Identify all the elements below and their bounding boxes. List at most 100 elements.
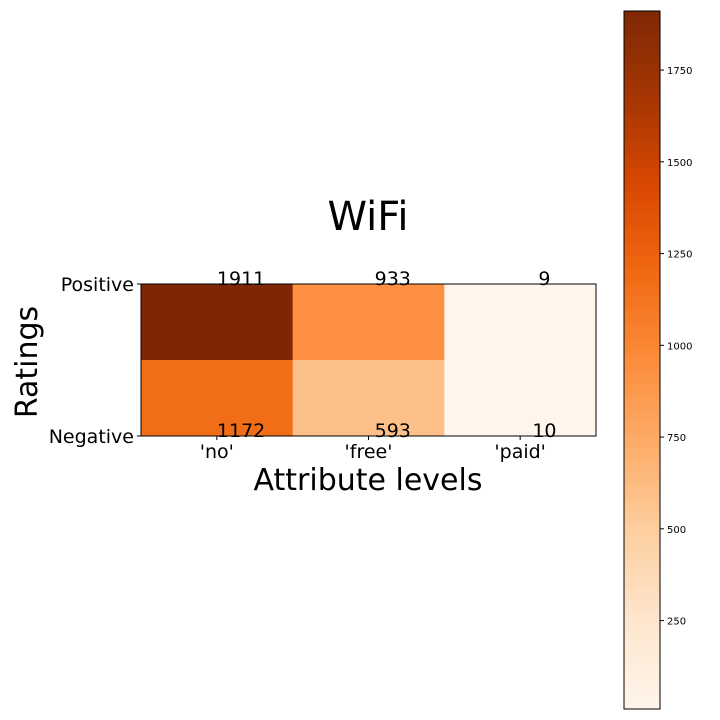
colorbar-segment <box>624 237 660 245</box>
colorbar-segment <box>624 517 660 524</box>
colorbar-segment <box>624 173 660 181</box>
colorbar-segment <box>624 313 660 320</box>
colorbar-segment <box>624 476 660 483</box>
y-tick-label: Positive <box>61 274 134 296</box>
heatmap-cell <box>141 360 294 437</box>
colorbar-segment <box>624 86 660 94</box>
colorbar-segment <box>624 435 660 443</box>
colorbar-segment <box>624 470 660 477</box>
colorbar-segment <box>624 179 660 187</box>
x-axis-ticks: 'no' 'free' 'paid' <box>200 436 546 463</box>
colorbar-segment <box>624 266 660 274</box>
colorbar-segment <box>624 45 660 53</box>
chart-title: WiFi <box>328 194 409 240</box>
colorbar-tick-label: 1000 <box>667 341 692 352</box>
colorbar-segment <box>624 185 660 192</box>
colorbar-segment <box>624 220 660 227</box>
colorbar-segment <box>624 133 660 140</box>
colorbar-segment <box>624 662 660 669</box>
colorbar-segment <box>624 371 660 379</box>
x-tick-label: 'paid' <box>494 441 546 463</box>
cell-value-label: 1911 <box>217 268 265 290</box>
heatmap-cell <box>292 284 445 361</box>
colorbar-segment <box>624 162 660 169</box>
colorbar-segment <box>624 423 660 431</box>
colorbar-segment <box>624 645 660 652</box>
colorbar-segment <box>624 703 660 710</box>
colorbar-segment <box>624 592 660 600</box>
colorbar-frame <box>623 10 661 710</box>
colorbar-segment <box>624 336 660 344</box>
colorbar-tick-label: 500 <box>667 525 686 536</box>
colorbar-segment <box>624 80 660 88</box>
heatmap-cell <box>141 284 294 361</box>
colorbar-segment <box>624 138 660 146</box>
colorbar-segment <box>624 493 660 501</box>
colorbar-segment <box>624 115 660 123</box>
colorbar-segment <box>624 528 660 536</box>
colorbar-segment <box>624 610 660 617</box>
colorbar-tick-label: 1750 <box>667 66 692 77</box>
colorbar-segment <box>624 202 660 210</box>
colorbar-segment <box>624 150 660 158</box>
colorbar-segment <box>624 34 660 41</box>
colorbar-segment <box>624 487 660 495</box>
y-axis-ticks: Positive Negative <box>49 274 141 448</box>
colorbar-segment <box>624 586 660 594</box>
cell-value-label: 9 <box>538 268 550 290</box>
colorbar-segment <box>624 226 660 233</box>
colorbar-segment <box>624 627 660 634</box>
colorbar-segment <box>624 598 660 605</box>
colorbar-segment <box>624 191 660 198</box>
y-tick-label: Negative <box>49 426 134 448</box>
colorbar-segment <box>624 621 660 629</box>
colorbar-segment <box>624 691 660 698</box>
colorbar-segment <box>624 540 660 547</box>
colorbar-segment <box>624 418 660 425</box>
colorbar-segment <box>624 156 660 163</box>
colorbar-tick-label: 750 <box>667 433 686 444</box>
colorbar-segment <box>624 581 660 588</box>
colorbar-segment <box>624 569 660 576</box>
colorbar-segment <box>624 121 660 128</box>
colorbar-segment <box>624 290 660 297</box>
colorbar-segment <box>624 546 660 553</box>
colorbar-segment <box>624 92 660 99</box>
colorbar-segment <box>624 499 660 507</box>
cell-value-label: 1172 <box>217 420 265 442</box>
colorbar-segment <box>624 261 660 268</box>
colorbar-segment <box>624 639 660 646</box>
colorbar-segment <box>624 441 660 448</box>
colorbar-segment <box>624 243 660 251</box>
colorbar-segment <box>624 98 660 105</box>
colorbar-segment <box>624 249 660 256</box>
heatmap-cells <box>141 284 597 437</box>
colorbar-segment <box>624 650 660 658</box>
colorbar-segment <box>624 360 660 367</box>
colorbar-segment <box>624 104 660 111</box>
colorbar-segment <box>624 127 660 134</box>
colorbar-segment <box>624 284 660 291</box>
colorbar-segment <box>624 296 660 303</box>
colorbar-segment <box>624 74 660 82</box>
colorbar-segment <box>624 604 660 611</box>
colorbar-segment <box>624 278 660 285</box>
colorbar-segment <box>624 400 660 408</box>
cell-value-label: 933 <box>375 268 411 290</box>
colorbar-segment <box>624 255 660 262</box>
colorbar: 250 500 750 1000 1250 1500 1750 <box>623 10 692 710</box>
heatmap-cell <box>444 360 597 437</box>
colorbar-segment <box>624 697 660 704</box>
colorbar-tick-label: 250 <box>667 617 686 628</box>
colorbar-segment <box>624 16 660 24</box>
colorbar-segment <box>624 458 660 466</box>
colorbar-segment <box>624 69 660 76</box>
colorbar-segment <box>624 272 660 280</box>
colorbar-segment <box>624 563 660 570</box>
colorbar-segment <box>624 406 660 413</box>
colorbar-segment <box>624 348 660 355</box>
colorbar-segment <box>624 330 660 338</box>
colorbar-segment <box>624 232 660 239</box>
cell-labels: 1911 933 9 1172 593 10 <box>217 268 557 442</box>
